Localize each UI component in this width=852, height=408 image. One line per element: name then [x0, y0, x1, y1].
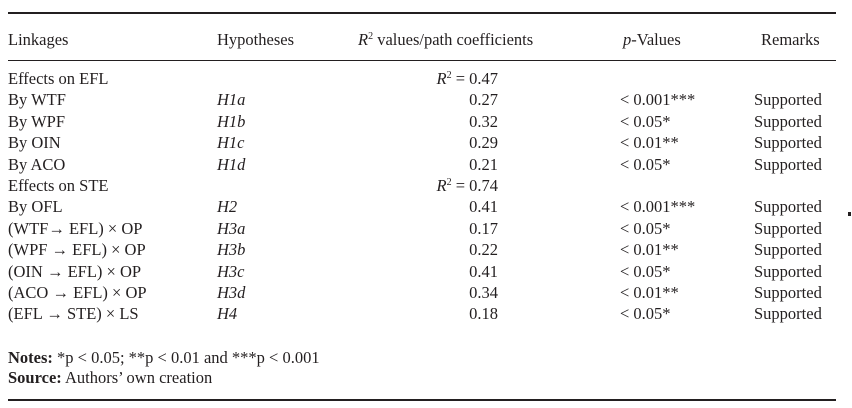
hypothesis-cell: H1b: [217, 111, 246, 131]
linkage-cell: (OIN → EFL) × OP: [8, 261, 142, 281]
table-notes: Notes: *p < 0.05; **p < 0.01 and ***p < …: [8, 348, 320, 368]
header-r2-symbol: R: [358, 30, 369, 49]
hypothesis-cell: H1d: [217, 154, 246, 174]
table-top-rule: [8, 12, 836, 14]
header-hypotheses: Hypotheses: [217, 30, 294, 49]
header-pvalues: p-Values: [623, 30, 681, 50]
hypothesis-cell: H3a: [217, 218, 246, 238]
pvalue-cell: < 0.05*: [620, 304, 671, 324]
source-label: Source:: [8, 368, 62, 387]
group-label: Effects on STE: [8, 176, 109, 195]
coefficient-cell: 0.34: [469, 283, 498, 302]
linkage-cell: By OIN: [8, 133, 61, 153]
coefficient-cell: 0.29: [469, 133, 498, 153]
group-r2: R2 = 0.74: [436, 176, 498, 196]
remark-cell: Supported: [754, 304, 822, 324]
group-r2-symbol: R: [436, 176, 447, 195]
pvalue-cell: < 0.05*: [620, 111, 671, 131]
pvalue-cell: < 0.001***: [620, 90, 696, 110]
header-linkages: Linkages: [8, 30, 69, 49]
remark-cell: Supported: [754, 283, 822, 302]
coefficient-cell: 0.41: [469, 261, 498, 281]
hypothesis-cell: H3c: [217, 261, 245, 281]
hypothesis-cell: H3d: [217, 283, 246, 302]
remark-cell: Supported: [754, 111, 822, 131]
coefficient-cell: 0.21: [469, 154, 498, 174]
coefficient-cell: 0.32: [469, 111, 498, 131]
header-r2-rest: values/path coefficients: [373, 30, 534, 49]
table-header-rule: [8, 60, 836, 61]
header-pvalues-rest: -Values: [631, 30, 681, 49]
linkage-cell: (EFL → STE) × LS: [8, 304, 139, 324]
group-r2-value: = 0.74: [451, 176, 498, 195]
table-bottom-rule: [8, 399, 836, 401]
source-text: Authors’ own creation: [61, 368, 213, 387]
linkage-cell: By ACO: [8, 154, 66, 174]
remark-cell: Supported: [754, 154, 822, 174]
hypothesis-cell: H2: [217, 197, 238, 217]
group-r2-symbol: R: [436, 69, 447, 88]
group-r2-value: = 0.47: [451, 69, 498, 88]
pvalue-cell: < 0.05*: [620, 218, 671, 238]
coefficient-cell: 0.41: [469, 197, 498, 217]
coefficient-cell: 0.17: [469, 218, 498, 238]
group-r2: R2 = 0.47: [436, 69, 498, 89]
hypothesis-cell: H3b: [217, 240, 246, 260]
linkage-cell: By OFL: [8, 197, 63, 217]
linkage-cell: (WTF→ EFL) × OP: [8, 218, 143, 238]
table-source: Source: Authors’ own creation: [8, 368, 212, 388]
hypothesis-cell: H1c: [217, 133, 245, 153]
pvalue-cell: < 0.05*: [620, 154, 671, 174]
header-p-symbol: p: [623, 30, 632, 49]
remark-cell: Supported: [754, 133, 822, 153]
coefficient-cell: 0.27: [469, 90, 498, 110]
linkage-cell: (WPF → EFL) × OP: [8, 240, 146, 260]
group-label: Effects on EFL: [8, 69, 109, 88]
remark-cell: Supported: [754, 261, 822, 281]
linkage-cell: By WTF: [8, 90, 66, 110]
notes-text: *p < 0.05; **p < 0.01 and ***p < 0.001: [52, 348, 320, 367]
remark-cell: Supported: [754, 90, 822, 110]
pvalue-cell: < 0.01**: [620, 133, 679, 153]
pvalue-cell: < 0.01**: [620, 283, 679, 302]
remark-cell: Supported: [754, 197, 822, 217]
notes-label: Notes:: [8, 348, 53, 367]
header-r2-superscript: 2: [368, 31, 374, 42]
hypothesis-cell: H4: [217, 304, 238, 324]
pvalue-cell: < 0.001***: [620, 197, 696, 217]
linkage-cell: By WPF: [8, 111, 66, 131]
header-r2-coefficients: R2 values/path coefficients: [358, 30, 533, 50]
group-r2-superscript: 2: [446, 70, 452, 81]
group-r2-superscript: 2: [446, 177, 452, 188]
remark-cell: Supported: [754, 240, 822, 260]
pvalue-cell: < 0.05*: [620, 261, 671, 281]
header-remarks: Remarks: [761, 30, 820, 49]
coefficient-cell: 0.18: [469, 304, 498, 324]
pvalue-cell: < 0.01**: [620, 240, 679, 260]
linkage-cell: (ACO → EFL) × OP: [8, 283, 147, 302]
hypothesis-cell: H1a: [217, 90, 246, 110]
remark-cell: Supported: [754, 218, 822, 238]
margin-mark: [848, 212, 851, 216]
coefficient-cell: 0.22: [469, 240, 498, 260]
